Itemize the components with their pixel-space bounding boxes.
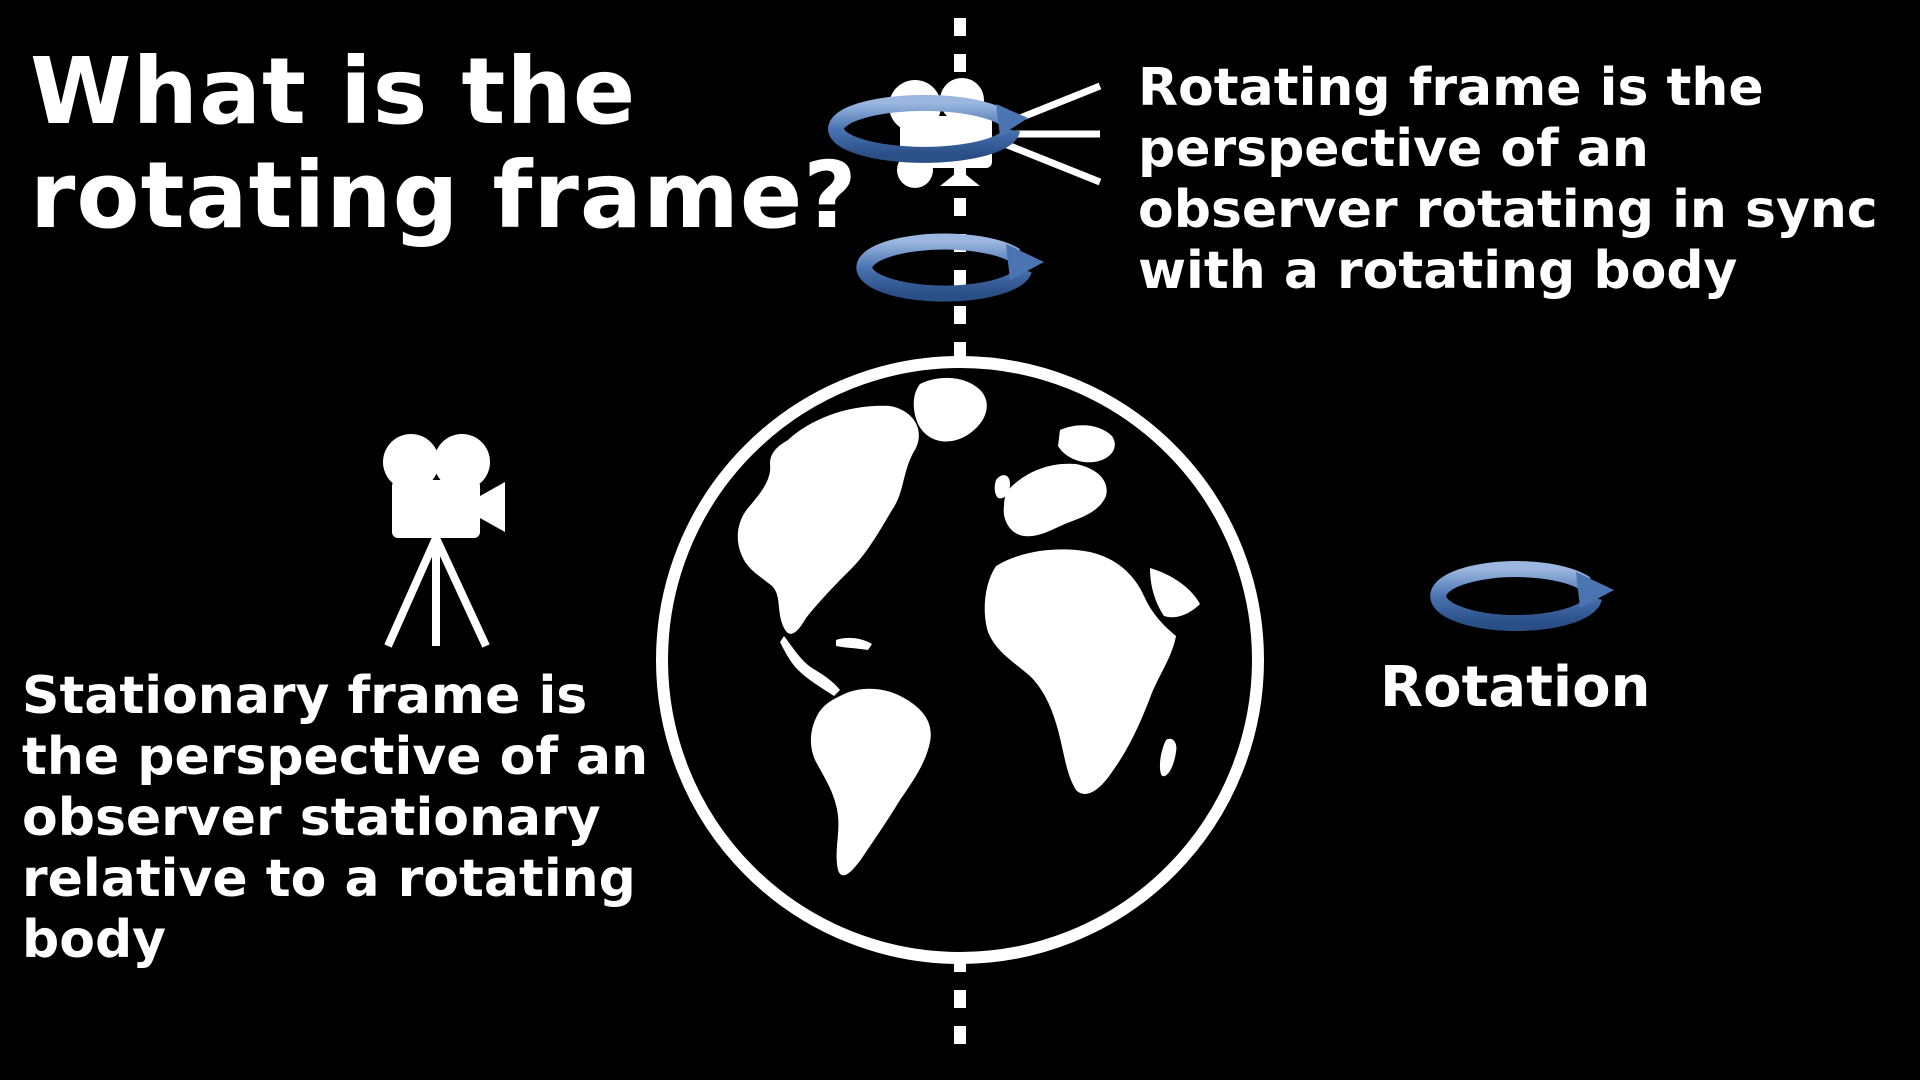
text-line: the perspective of an — [22, 727, 649, 787]
text-line: Rotating frame is the — [1138, 58, 1764, 118]
title-line: What is the — [30, 38, 637, 145]
rotation-arrow-icon — [828, 94, 1028, 163]
text-line: body — [22, 910, 167, 970]
title-line: rotating frame? — [30, 142, 858, 249]
text-line: Stationary frame is — [22, 666, 588, 726]
movie-camera-icon — [889, 78, 1102, 188]
rotation-label: Rotation — [1380, 655, 1651, 720]
text-line: observer stationary — [22, 788, 601, 848]
rotation-arrow-icon — [1430, 561, 1614, 632]
page-title: What is the rotating frame? — [30, 40, 858, 248]
camera-tripod-icon — [383, 434, 505, 648]
rotation-arrow-icon — [856, 233, 1044, 302]
text-line: with a rotating body — [1138, 241, 1738, 301]
text-line: observer rotating in sync — [1138, 180, 1878, 240]
rotating-frame-description: Rotating frame is the perspective of an … — [1138, 58, 1878, 302]
text-line: relative to a rotating — [22, 849, 636, 909]
stationary-frame-description: Stationary frame is the perspective of a… — [22, 666, 648, 971]
globe-icon — [656, 356, 1264, 964]
text-line: perspective of an — [1138, 119, 1649, 179]
